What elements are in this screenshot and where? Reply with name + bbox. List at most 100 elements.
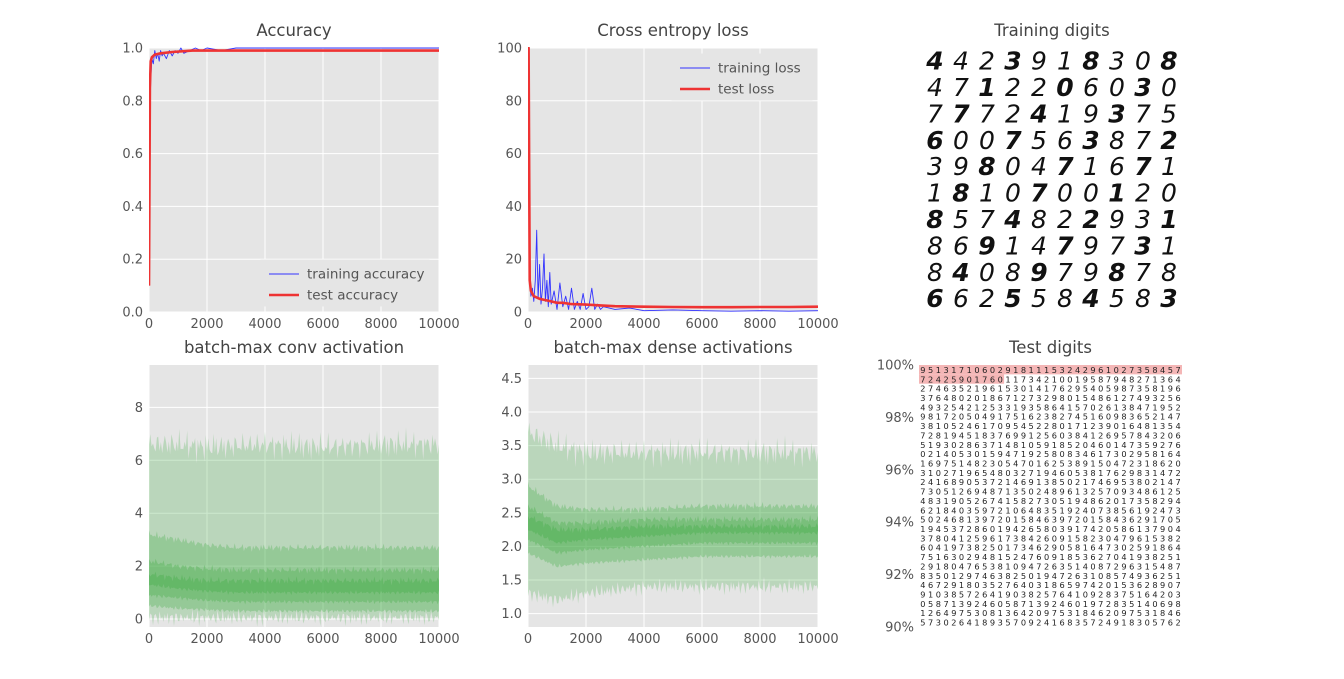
test-digit-cell: 9 [1021, 561, 1026, 571]
test-digit-cell: 4 [1168, 608, 1173, 618]
test-digit-cell: 5 [967, 412, 972, 422]
test-digit-cell: 8 [928, 496, 933, 506]
test-digit-cell: 9 [967, 468, 972, 478]
test-digit-cell: 0 [1059, 430, 1064, 440]
test-digit-cell: 8 [1005, 571, 1010, 581]
test-digit-cell: 2 [1090, 421, 1095, 431]
test-digit-cell: 2 [1098, 580, 1103, 590]
x-tick-label: 8000 [364, 632, 397, 647]
test-digit-cell: 3 [1067, 459, 1072, 469]
test-digit-cell: 3 [990, 430, 995, 440]
test-digit-cell: 6 [1098, 608, 1103, 618]
test-digit-cell: 8 [1106, 571, 1111, 581]
test-digit-cell: 9 [1052, 552, 1057, 562]
test-digit-cell: 6 [936, 608, 941, 618]
digit-cell: 0 [1005, 179, 1021, 208]
test-digit-cell: 8 [959, 515, 964, 525]
test-digit-cell: 5 [1075, 552, 1080, 562]
x-tick-label: 10000 [418, 632, 459, 647]
test-digit-cell: 3 [1137, 384, 1142, 394]
test-digit-cell: 3 [1160, 374, 1165, 384]
y-tick-label: 60 [505, 147, 522, 162]
test-digit-cell: 6 [1168, 618, 1173, 628]
test-digit-cell: 6 [1168, 543, 1173, 553]
test-digit-cell: 0 [1013, 561, 1018, 571]
test-digit-cell: 0 [1083, 440, 1088, 450]
series-line-test-accuracy [149, 49, 439, 286]
test-digit-cell: 9 [936, 440, 941, 450]
test-digit-cell: 3 [1129, 487, 1134, 497]
test-digit-cell: 5 [982, 561, 987, 571]
y-tick-label: 94% [885, 516, 914, 531]
test-digit-cell: 7 [1090, 618, 1095, 628]
test-digit-cell: 0 [1114, 365, 1119, 375]
test-digit-cell: 5 [951, 421, 956, 431]
x-tick-label: 2000 [569, 632, 602, 647]
digit-cell: 0 [1109, 73, 1125, 102]
test-digit-cell: 5 [1121, 580, 1126, 590]
test-digit-cell: 4 [990, 468, 995, 478]
test-digit-cell: 5 [1176, 515, 1181, 525]
x-tick-label: 10000 [418, 317, 459, 332]
test-digit-cell: 4 [1152, 590, 1157, 600]
test-digit-cell: 1 [1137, 524, 1142, 534]
test-digit-cell: 2 [1044, 374, 1049, 384]
test-digit-cell: 3 [982, 477, 987, 487]
digit-cell: 8 [926, 205, 943, 234]
test-digit-cell: 6 [990, 374, 995, 384]
test-digit-cell: 5 [1121, 505, 1126, 515]
digit-cell: 3 [1134, 231, 1151, 260]
test-digit-cell: 3 [967, 543, 972, 553]
test-digit-cell: 1 [1176, 571, 1181, 581]
test-digit-cell: 5 [1044, 449, 1049, 459]
test-digit-cell: 1 [1067, 496, 1072, 506]
test-digit-cell: 0 [959, 412, 964, 422]
test-digit-cell: 7 [1005, 533, 1010, 543]
test-digit-cell: 8 [1052, 580, 1057, 590]
test-digit-cell: 7 [1013, 618, 1018, 628]
test-digit-cell: 5 [951, 402, 956, 412]
test-digit-cell: 9 [1052, 393, 1057, 403]
test-digit-cell: 4 [1114, 515, 1119, 525]
test-digit-cell: 6 [974, 440, 979, 450]
test-digit-cell: 5 [1137, 608, 1142, 618]
test-digit-cell: 1 [1044, 580, 1049, 590]
test-digit-cell: 8 [936, 533, 941, 543]
test-digit-cell: 2 [1121, 393, 1126, 403]
y-tick-label: 98% [885, 411, 914, 426]
test-digit-cell: 0 [1168, 590, 1173, 600]
test-digit-cell: 8 [928, 412, 933, 422]
test-digit-cell: 3 [1145, 468, 1150, 478]
test-digit-cell: 3 [1059, 365, 1064, 375]
test-digit-cell: 4 [1029, 505, 1034, 515]
test-digit-cell: 1 [1083, 477, 1088, 487]
test-digit-cell: 8 [998, 561, 1003, 571]
test-digit-cell: 9 [1160, 580, 1165, 590]
test-digit-cell: 2 [1013, 552, 1018, 562]
test-digit-cell: 1 [1152, 374, 1157, 384]
test-digit-cell: 5 [1168, 571, 1173, 581]
test-digit-cell: 1 [1036, 468, 1041, 478]
digit-cell: 7 [953, 73, 969, 102]
test-digit-cell: 7 [920, 487, 925, 497]
digit-cell: 7 [979, 99, 995, 128]
test-digit-cell: 2 [974, 496, 979, 506]
test-digit-cell: 8 [1168, 533, 1173, 543]
test-digit-cell: 3 [1137, 365, 1142, 375]
test-digit-cell: 2 [1021, 468, 1026, 478]
test-digit-cell: 8 [974, 543, 979, 553]
test-digit-cell: 3 [1067, 608, 1072, 618]
test-digit-cell: 8 [1052, 487, 1057, 497]
test-digit-cell: 1 [1029, 599, 1034, 609]
test-digit-cell: 7 [1129, 393, 1134, 403]
test-digit-cell: 2 [1106, 496, 1111, 506]
test-digit-cell: 7 [1145, 402, 1150, 412]
test-digit-cell: 7 [1129, 440, 1134, 450]
test-digit-cell: 1 [920, 608, 925, 618]
test-digit-cell: 6 [943, 384, 948, 394]
test-digit-cell: 0 [1067, 393, 1072, 403]
test-digit-cell: 8 [1021, 496, 1026, 506]
test-digit-cell: 4 [1090, 524, 1095, 534]
test-digit-cell: 4 [959, 430, 964, 440]
test-digit-cell: 8 [1052, 412, 1057, 422]
